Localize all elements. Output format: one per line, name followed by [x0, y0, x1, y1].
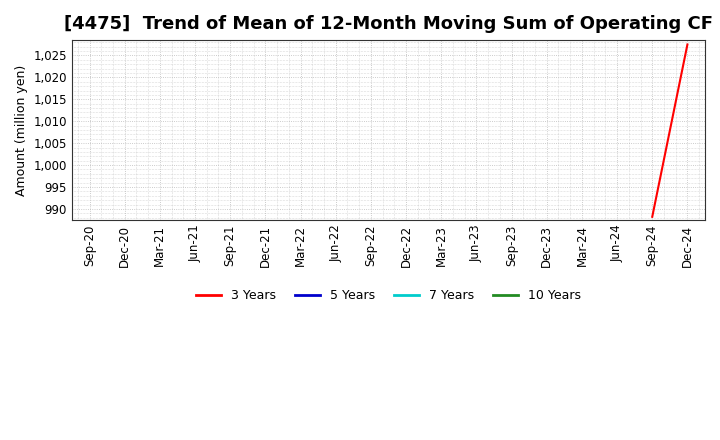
Title: [4475]  Trend of Mean of 12-Month Moving Sum of Operating CF: [4475] Trend of Mean of 12-Month Moving … [64, 15, 713, 33]
Y-axis label: Amount (million yen): Amount (million yen) [15, 64, 28, 196]
Legend: 3 Years, 5 Years, 7 Years, 10 Years: 3 Years, 5 Years, 7 Years, 10 Years [192, 284, 585, 307]
